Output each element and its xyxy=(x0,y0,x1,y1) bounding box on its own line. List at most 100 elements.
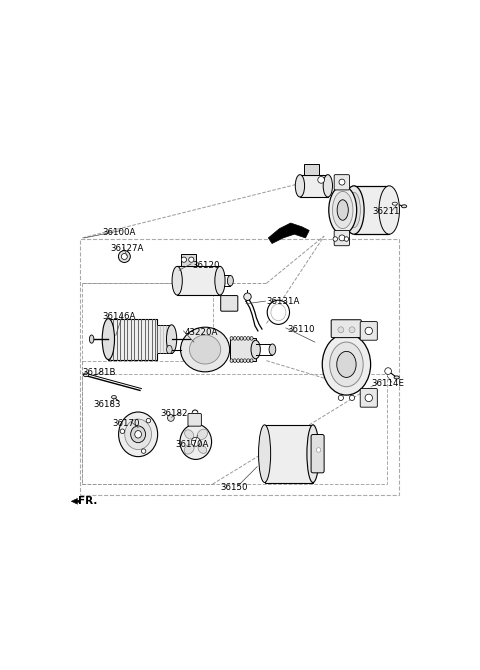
FancyBboxPatch shape xyxy=(334,230,349,246)
Circle shape xyxy=(365,394,372,401)
Ellipse shape xyxy=(230,359,233,362)
Text: 36211: 36211 xyxy=(372,208,400,216)
Ellipse shape xyxy=(322,334,371,395)
Circle shape xyxy=(244,293,251,300)
Circle shape xyxy=(344,237,348,241)
Bar xyxy=(304,164,319,175)
Ellipse shape xyxy=(197,429,208,440)
Text: 36170A: 36170A xyxy=(175,440,209,449)
Text: 36183: 36183 xyxy=(94,400,121,409)
Bar xyxy=(264,425,313,482)
Circle shape xyxy=(349,395,355,401)
Ellipse shape xyxy=(135,431,142,438)
Circle shape xyxy=(168,415,174,421)
Bar xyxy=(229,338,256,360)
FancyBboxPatch shape xyxy=(334,175,349,190)
Ellipse shape xyxy=(329,186,357,234)
Polygon shape xyxy=(71,498,80,505)
Ellipse shape xyxy=(392,202,397,205)
FancyBboxPatch shape xyxy=(311,435,324,473)
Bar xyxy=(177,267,220,295)
Polygon shape xyxy=(268,223,309,243)
Text: 36146A: 36146A xyxy=(103,312,136,320)
Ellipse shape xyxy=(307,425,319,482)
Ellipse shape xyxy=(102,319,115,360)
Text: 36182: 36182 xyxy=(160,409,188,418)
Circle shape xyxy=(189,257,194,262)
Text: 36114E: 36114E xyxy=(372,379,405,388)
Circle shape xyxy=(333,237,337,241)
Ellipse shape xyxy=(237,336,240,340)
Circle shape xyxy=(146,419,151,423)
FancyBboxPatch shape xyxy=(360,322,377,340)
Text: 36100A: 36100A xyxy=(103,228,136,237)
Ellipse shape xyxy=(379,186,399,234)
Ellipse shape xyxy=(167,325,177,353)
Ellipse shape xyxy=(323,175,333,197)
Text: 36120: 36120 xyxy=(192,261,219,270)
Bar xyxy=(81,239,398,495)
Ellipse shape xyxy=(348,192,360,228)
Text: 36181B: 36181B xyxy=(83,368,116,377)
FancyBboxPatch shape xyxy=(360,389,377,407)
Ellipse shape xyxy=(237,359,240,362)
Ellipse shape xyxy=(247,359,250,362)
Ellipse shape xyxy=(337,200,348,220)
Ellipse shape xyxy=(198,445,206,454)
Ellipse shape xyxy=(250,336,253,340)
Ellipse shape xyxy=(172,267,182,295)
Text: 36127A: 36127A xyxy=(110,244,144,253)
Bar xyxy=(108,319,156,360)
Ellipse shape xyxy=(185,429,194,439)
Circle shape xyxy=(121,253,127,259)
Ellipse shape xyxy=(83,373,89,377)
Text: 36110: 36110 xyxy=(287,324,314,334)
Ellipse shape xyxy=(184,444,194,454)
Circle shape xyxy=(318,176,324,183)
Ellipse shape xyxy=(190,335,221,364)
Circle shape xyxy=(365,327,372,334)
Bar xyxy=(156,325,172,353)
Ellipse shape xyxy=(243,359,246,362)
Ellipse shape xyxy=(295,175,305,197)
Ellipse shape xyxy=(131,426,145,443)
FancyBboxPatch shape xyxy=(221,295,238,311)
Ellipse shape xyxy=(401,205,407,208)
Ellipse shape xyxy=(240,336,243,340)
Ellipse shape xyxy=(125,419,152,450)
Text: FR.: FR. xyxy=(78,496,97,507)
Circle shape xyxy=(339,235,345,241)
Bar xyxy=(83,375,387,484)
Ellipse shape xyxy=(267,300,289,324)
FancyBboxPatch shape xyxy=(188,413,202,426)
FancyBboxPatch shape xyxy=(331,320,361,338)
Circle shape xyxy=(141,449,146,454)
Ellipse shape xyxy=(259,425,271,482)
Text: 36131A: 36131A xyxy=(266,297,300,306)
Circle shape xyxy=(349,327,355,333)
Ellipse shape xyxy=(240,359,243,362)
Circle shape xyxy=(338,395,344,401)
Ellipse shape xyxy=(247,336,250,340)
Circle shape xyxy=(181,257,186,262)
Ellipse shape xyxy=(228,275,233,286)
Bar xyxy=(300,175,328,197)
Text: 36170: 36170 xyxy=(112,419,140,427)
Ellipse shape xyxy=(330,342,363,387)
Ellipse shape xyxy=(243,336,246,340)
Ellipse shape xyxy=(180,424,212,460)
Ellipse shape xyxy=(344,186,364,234)
Bar xyxy=(83,283,213,360)
Circle shape xyxy=(119,251,130,263)
Circle shape xyxy=(385,368,392,375)
Ellipse shape xyxy=(111,395,116,399)
Ellipse shape xyxy=(180,327,229,372)
Ellipse shape xyxy=(394,376,399,379)
Text: 36150: 36150 xyxy=(220,483,248,492)
Ellipse shape xyxy=(119,412,157,457)
Circle shape xyxy=(316,448,321,452)
Ellipse shape xyxy=(230,336,233,340)
Ellipse shape xyxy=(89,335,94,343)
Ellipse shape xyxy=(233,359,236,362)
Text: 43220A: 43220A xyxy=(185,328,218,337)
